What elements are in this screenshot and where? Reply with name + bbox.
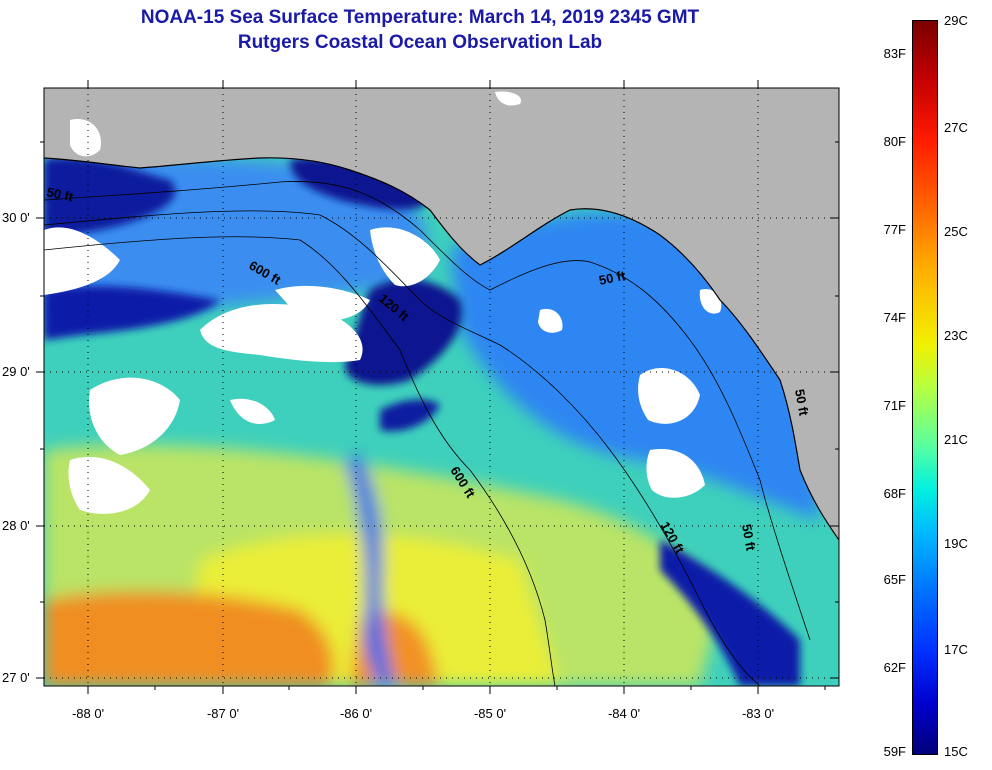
- contour-label: 50 ft: [739, 523, 759, 553]
- colorbar-c-label: 23C: [944, 328, 968, 343]
- lat-lon-grid: [44, 88, 839, 686]
- colorbar-f-label: 74F: [883, 310, 906, 325]
- cold-water-patch: [290, 157, 430, 210]
- colorbar-f-label: 65F: [883, 572, 906, 587]
- hot-water-zone: [44, 591, 334, 686]
- map-frame: [43, 87, 840, 687]
- cold-water-patch: [44, 157, 176, 240]
- colorbar-f-label: 68F: [883, 486, 906, 501]
- lon-tick-label: -84 0': [607, 706, 641, 721]
- coastal-cloud: [495, 91, 521, 106]
- contour-label: 50 ft: [598, 268, 628, 288]
- colorbar-c-label: 15C: [944, 744, 968, 759]
- colorbar-f-label: 59F: [883, 744, 906, 759]
- cold-water-patch: [44, 285, 220, 340]
- colorbar-c-label: 25C: [944, 224, 968, 239]
- contour-label: 50 ft: [792, 388, 812, 418]
- cold-water-patch: [380, 399, 440, 432]
- colorbar-f-label: 77F: [883, 222, 906, 237]
- lat-tick-label: 29 0': [2, 364, 30, 379]
- lon-tick-label: -87 0': [206, 706, 240, 721]
- coastline: [44, 157, 839, 541]
- lon-tick-label: -83 0': [741, 706, 775, 721]
- lat-tick-label: 28 0': [2, 518, 30, 533]
- colorbar-f-label: 71F: [883, 398, 906, 413]
- colorbar-c-label: 19C: [944, 536, 968, 551]
- colorbar-f-label: 62F: [883, 660, 906, 675]
- lon-tick-label: -85 0': [473, 706, 507, 721]
- colorbar-f-label: 83F: [883, 46, 906, 61]
- lat-tick-label: 30 0': [2, 210, 30, 225]
- contour-label: 50 ft: [45, 184, 75, 204]
- contour-line: [44, 236, 556, 686]
- cold-water-patch: [660, 540, 800, 686]
- lon-tick-label: -86 0': [339, 706, 373, 721]
- colorbar-c-label: 29C: [944, 13, 968, 28]
- map-subtitle: Rutgers Coastal Ocean Observation Lab: [237, 32, 603, 53]
- cold-water-patch: [345, 279, 462, 385]
- map-title: NOAA-15 Sea Surface Temperature: March 1…: [140, 7, 700, 28]
- colorbar-c-label: 17C: [944, 642, 968, 657]
- coastal-cloud: [70, 119, 101, 157]
- lat-tick-label: 27 0': [2, 670, 30, 685]
- cold-stream: [345, 455, 395, 686]
- colorbar-f-label: 80F: [883, 134, 906, 149]
- temperature-colorbar: [912, 20, 938, 755]
- colorbar-c-label: 27C: [944, 120, 968, 135]
- cloud-cover: [44, 227, 722, 514]
- axis-ticks: [36, 80, 839, 694]
- colorbar-c-label: 21C: [944, 432, 968, 447]
- lon-tick-label: -88 0': [71, 706, 105, 721]
- land-mass: [44, 88, 839, 540]
- contour-line: [44, 181, 811, 641]
- contour-line: [44, 210, 761, 686]
